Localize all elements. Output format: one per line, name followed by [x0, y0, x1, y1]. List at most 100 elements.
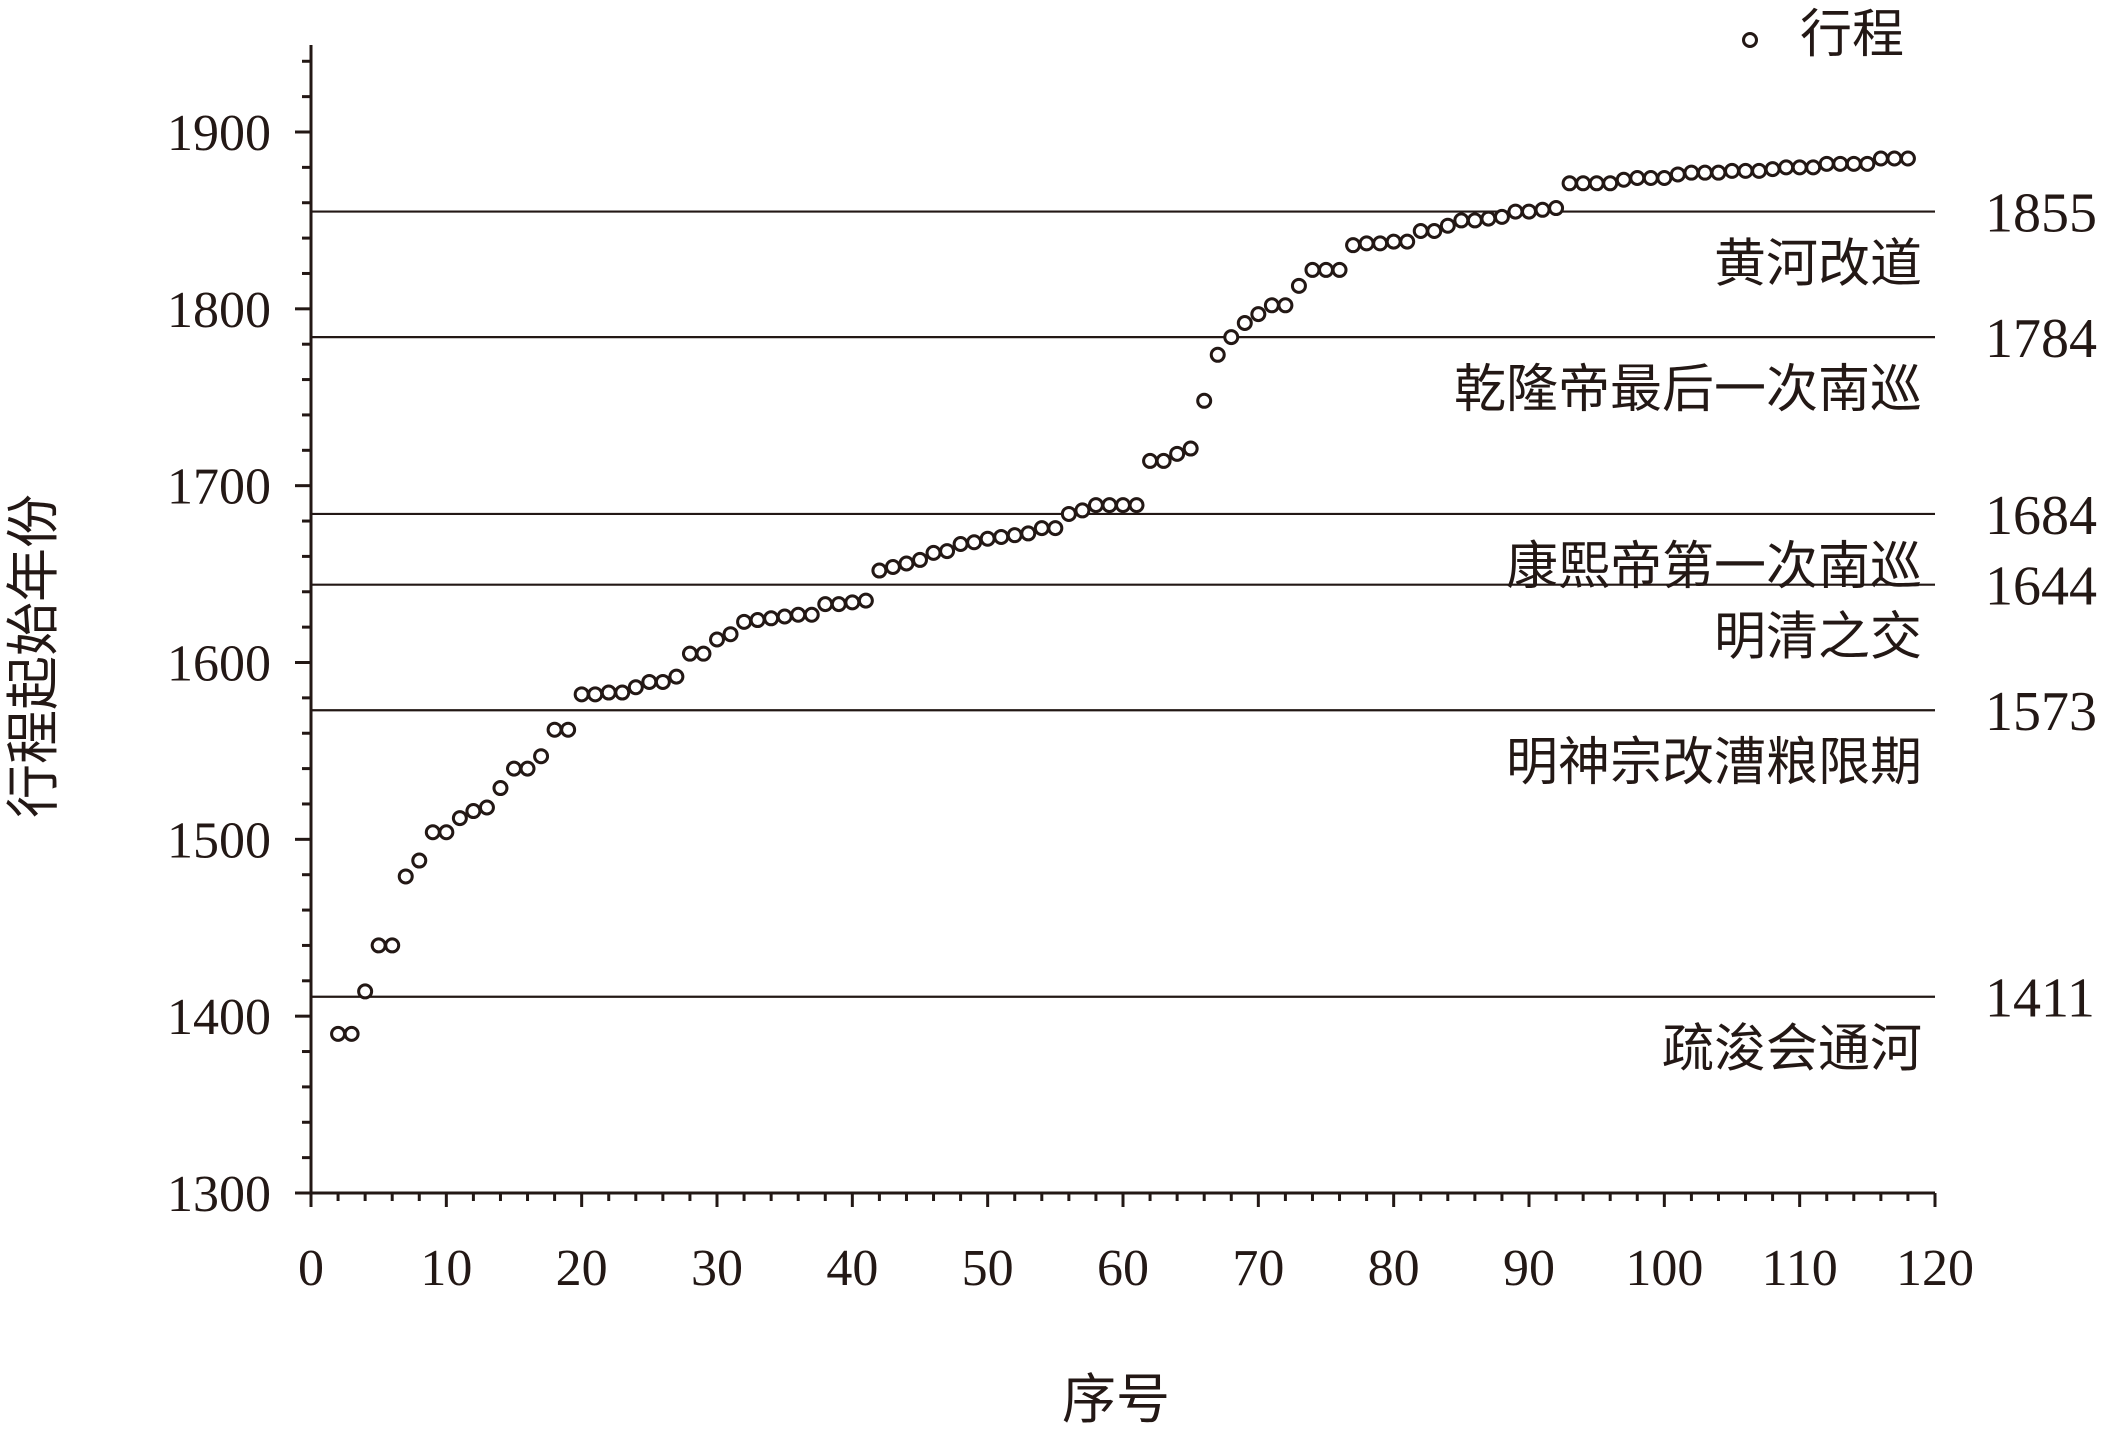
data-point [330, 1025, 347, 1042]
x-tick-label: 10 [420, 1240, 472, 1297]
data-point [1169, 445, 1186, 462]
y-tick-label: 1800 [167, 282, 271, 339]
data-point [1060, 505, 1077, 522]
data-point [830, 596, 847, 613]
reference-year-label: 1644 [1985, 556, 2097, 618]
data-point [844, 594, 861, 611]
data-point [478, 799, 495, 816]
data-point [1345, 237, 1362, 254]
data-point [1142, 452, 1159, 469]
x-tick-label: 70 [1232, 1240, 1284, 1297]
data-point [1778, 159, 1795, 176]
data-point [384, 937, 401, 954]
x-tick-label: 60 [1097, 1240, 1149, 1297]
data-point [776, 608, 793, 625]
data-point [1047, 520, 1064, 537]
reference-year-label: 1411 [1985, 968, 2095, 1030]
y-tick-label: 1300 [167, 1166, 271, 1223]
x-tick-label: 50 [962, 1240, 1014, 1297]
data-point [397, 868, 414, 885]
data-point [451, 810, 468, 827]
data-point [1899, 150, 1916, 167]
x-tick-label: 0 [298, 1240, 324, 1297]
data-point [533, 748, 550, 765]
data-point [1507, 203, 1524, 220]
data-point [1290, 277, 1307, 294]
data-point [438, 824, 455, 841]
data-point [993, 528, 1010, 545]
data-point [1318, 261, 1334, 278]
data-point [1575, 175, 1592, 192]
data-point [1466, 212, 1483, 229]
data-point [668, 668, 685, 685]
event-label: 乾隆帝最后一次南巡 [1454, 360, 1922, 420]
data-point [857, 592, 874, 609]
data-point [1548, 200, 1565, 217]
y-axis-title: 行程起始年份 [2, 494, 65, 818]
data-point [654, 673, 671, 690]
data-point [1710, 164, 1727, 181]
data-point [424, 824, 441, 841]
data-point [1115, 497, 1131, 514]
data-point [736, 613, 753, 630]
data-point [573, 686, 590, 703]
data-point [1358, 235, 1375, 252]
reference-year-label: 1573 [1985, 681, 2097, 743]
data-point [1087, 497, 1104, 514]
data-point [1602, 175, 1619, 192]
data-point [1399, 233, 1416, 250]
data-point [912, 551, 928, 568]
data-point [1453, 212, 1470, 229]
data-point [587, 686, 604, 703]
data-point [1480, 210, 1497, 227]
event-label: 黄河改道 [1714, 235, 1922, 295]
data-point [1101, 497, 1118, 514]
data-point [560, 721, 577, 738]
data-point [1074, 502, 1091, 519]
data-point [1020, 525, 1037, 542]
data-point [790, 606, 807, 623]
data-point [681, 645, 698, 662]
data-point [1845, 155, 1862, 172]
data-point [871, 562, 888, 579]
x-tick-label: 40 [826, 1240, 878, 1297]
data-point [1832, 155, 1849, 172]
data-point [492, 780, 509, 797]
data-point [1872, 150, 1889, 167]
data-point [695, 645, 712, 662]
data-point [1263, 297, 1280, 314]
event-label: 康熙帝第一次南巡 [1506, 537, 1922, 597]
data-point [1426, 223, 1443, 240]
data-point [1277, 297, 1294, 314]
data-point [1033, 520, 1050, 537]
data-point [1209, 346, 1226, 363]
y-tick-label: 1700 [167, 459, 271, 516]
data-point [966, 534, 983, 551]
event-labels: 1855 黄河改道 1784 乾隆帝最后一次南巡 1684 康熙帝第一次南巡 1644 明清之… [1454, 183, 2097, 1080]
legend-label: 行程 [1800, 5, 1904, 65]
data-point [763, 610, 780, 627]
data-point [1372, 235, 1389, 252]
data-point [1751, 162, 1768, 179]
x-tick-label: 30 [691, 1240, 743, 1297]
data-point [1493, 208, 1510, 225]
data-point [1196, 392, 1213, 409]
data-point [1886, 150, 1903, 167]
data-point [600, 684, 617, 701]
data-point [1006, 527, 1023, 544]
data-point [1615, 171, 1632, 188]
data-point [465, 803, 482, 820]
x-tick-label: 120 [1896, 1240, 1974, 1297]
event-label: 疏浚会通河 [1662, 1020, 1922, 1080]
data-point [1331, 261, 1348, 278]
data-point [343, 1025, 360, 1042]
data-point [1791, 159, 1808, 176]
data-point [519, 760, 536, 777]
data-point [1818, 155, 1835, 172]
data-point [1223, 329, 1240, 346]
event-label: 明清之交 [1714, 608, 1922, 668]
x-axis-title: 序号 [1062, 1368, 1170, 1431]
data-point [939, 543, 956, 560]
